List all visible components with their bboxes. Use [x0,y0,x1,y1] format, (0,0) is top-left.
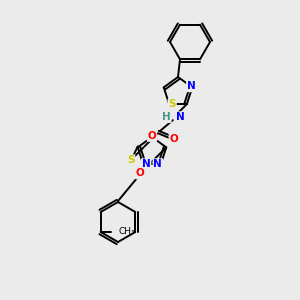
Text: H: H [162,112,171,122]
Text: CH₃: CH₃ [119,227,135,236]
Text: N: N [187,81,196,92]
Text: N: N [176,112,184,122]
Text: O: O [169,134,178,144]
Text: O: O [148,131,156,141]
Text: N: N [153,159,162,169]
Text: S: S [168,99,176,109]
Text: N: N [142,159,151,169]
Text: S: S [127,155,135,165]
Text: O: O [136,168,145,178]
